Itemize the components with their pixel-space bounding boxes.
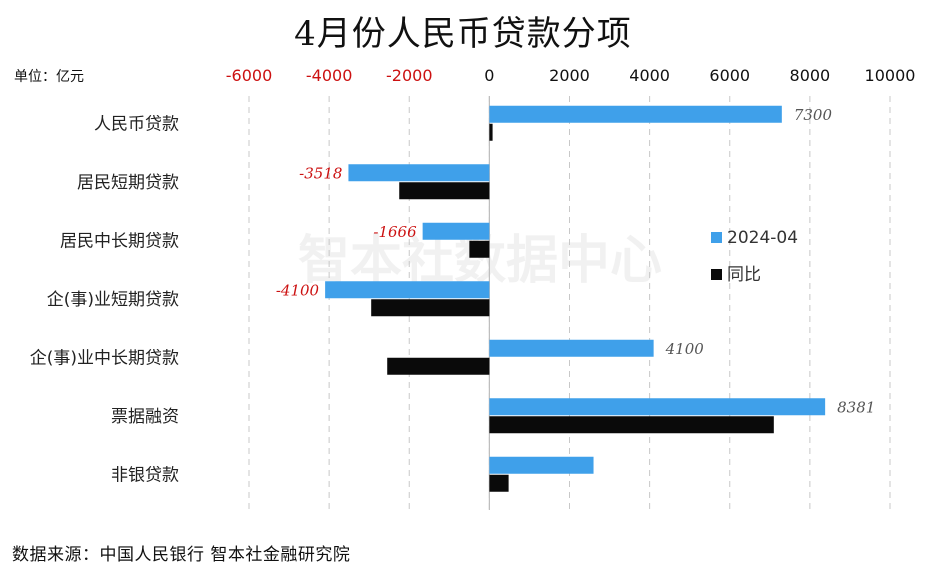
category-label: 非银贷款 [111,465,179,485]
x-tick-label: -4000 [306,66,353,85]
x-tick-label: -6000 [226,66,273,85]
bar-yoy [387,357,490,375]
x-tick-label: 10000 [865,66,916,85]
bar-yoy [489,123,493,141]
data-label: 7300 [794,106,833,124]
bar-current [489,105,782,123]
x-tick-label: 8000 [790,66,831,85]
legend-swatch [711,269,722,280]
bar-current [489,456,594,474]
x-tick-label: 0 [484,66,494,85]
chart-title: 4月份人民币贷款分项 [294,14,632,54]
legend-label: 2024-04 [727,228,798,248]
bar-yoy [469,240,490,258]
data-label: 8381 [837,398,875,416]
data-label: -1666 [373,223,417,241]
bar-yoy [489,416,774,434]
bar-current [489,398,826,416]
x-tick-label: 4000 [629,66,670,85]
bar-current [325,281,490,299]
bar-current [348,164,490,182]
category-label: 人民币贷款 [94,114,179,134]
legend-swatch [711,232,722,243]
bar-yoy [371,299,490,317]
category-label: 企(事)业短期贷款 [47,290,179,310]
bar-current [489,339,654,357]
unit-label: 单位：亿元 [14,69,84,85]
category-label: 居民短期贷款 [77,173,179,193]
bar-yoy [489,474,509,492]
data-label: -4100 [276,281,320,299]
x-tick-label: 6000 [709,66,750,85]
bar-yoy [399,182,490,200]
x-tick-label: -2000 [386,66,433,85]
data-label: -3518 [299,164,342,182]
source-note: 数据来源：中国人民银行 智本社金融研究院 [12,545,351,565]
bar-current [422,222,490,240]
data-label: 4100 [665,340,705,358]
category-label: 企(事)业中长期贷款 [30,348,179,368]
category-label: 票据融资 [111,407,179,427]
legend-label: 同比 [727,265,761,285]
category-label: 居民中长期贷款 [60,231,179,251]
x-tick-label: 2000 [549,66,590,85]
